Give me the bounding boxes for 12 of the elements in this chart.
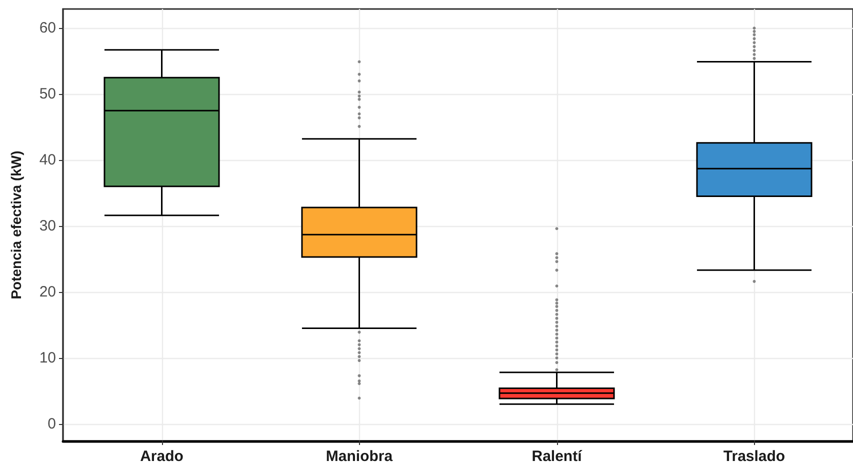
y-tick-label: 60 bbox=[39, 20, 56, 37]
y-tick-label: 10 bbox=[39, 349, 56, 366]
y-axis-title: Potencia efectiva (kW) bbox=[8, 150, 24, 300]
x-tick-label: Arado bbox=[140, 448, 184, 465]
x-tick-label: Ralentí bbox=[532, 448, 583, 465]
x-tick-label: Traslado bbox=[723, 448, 786, 465]
x-tick-label: Maniobra bbox=[326, 448, 394, 465]
y-tick-label: 30 bbox=[39, 217, 56, 234]
y-tick-label: 20 bbox=[39, 283, 56, 300]
y-tick-label: 0 bbox=[48, 415, 56, 432]
y-tick-label: 50 bbox=[39, 86, 56, 103]
y-tick-label: 40 bbox=[39, 152, 56, 169]
